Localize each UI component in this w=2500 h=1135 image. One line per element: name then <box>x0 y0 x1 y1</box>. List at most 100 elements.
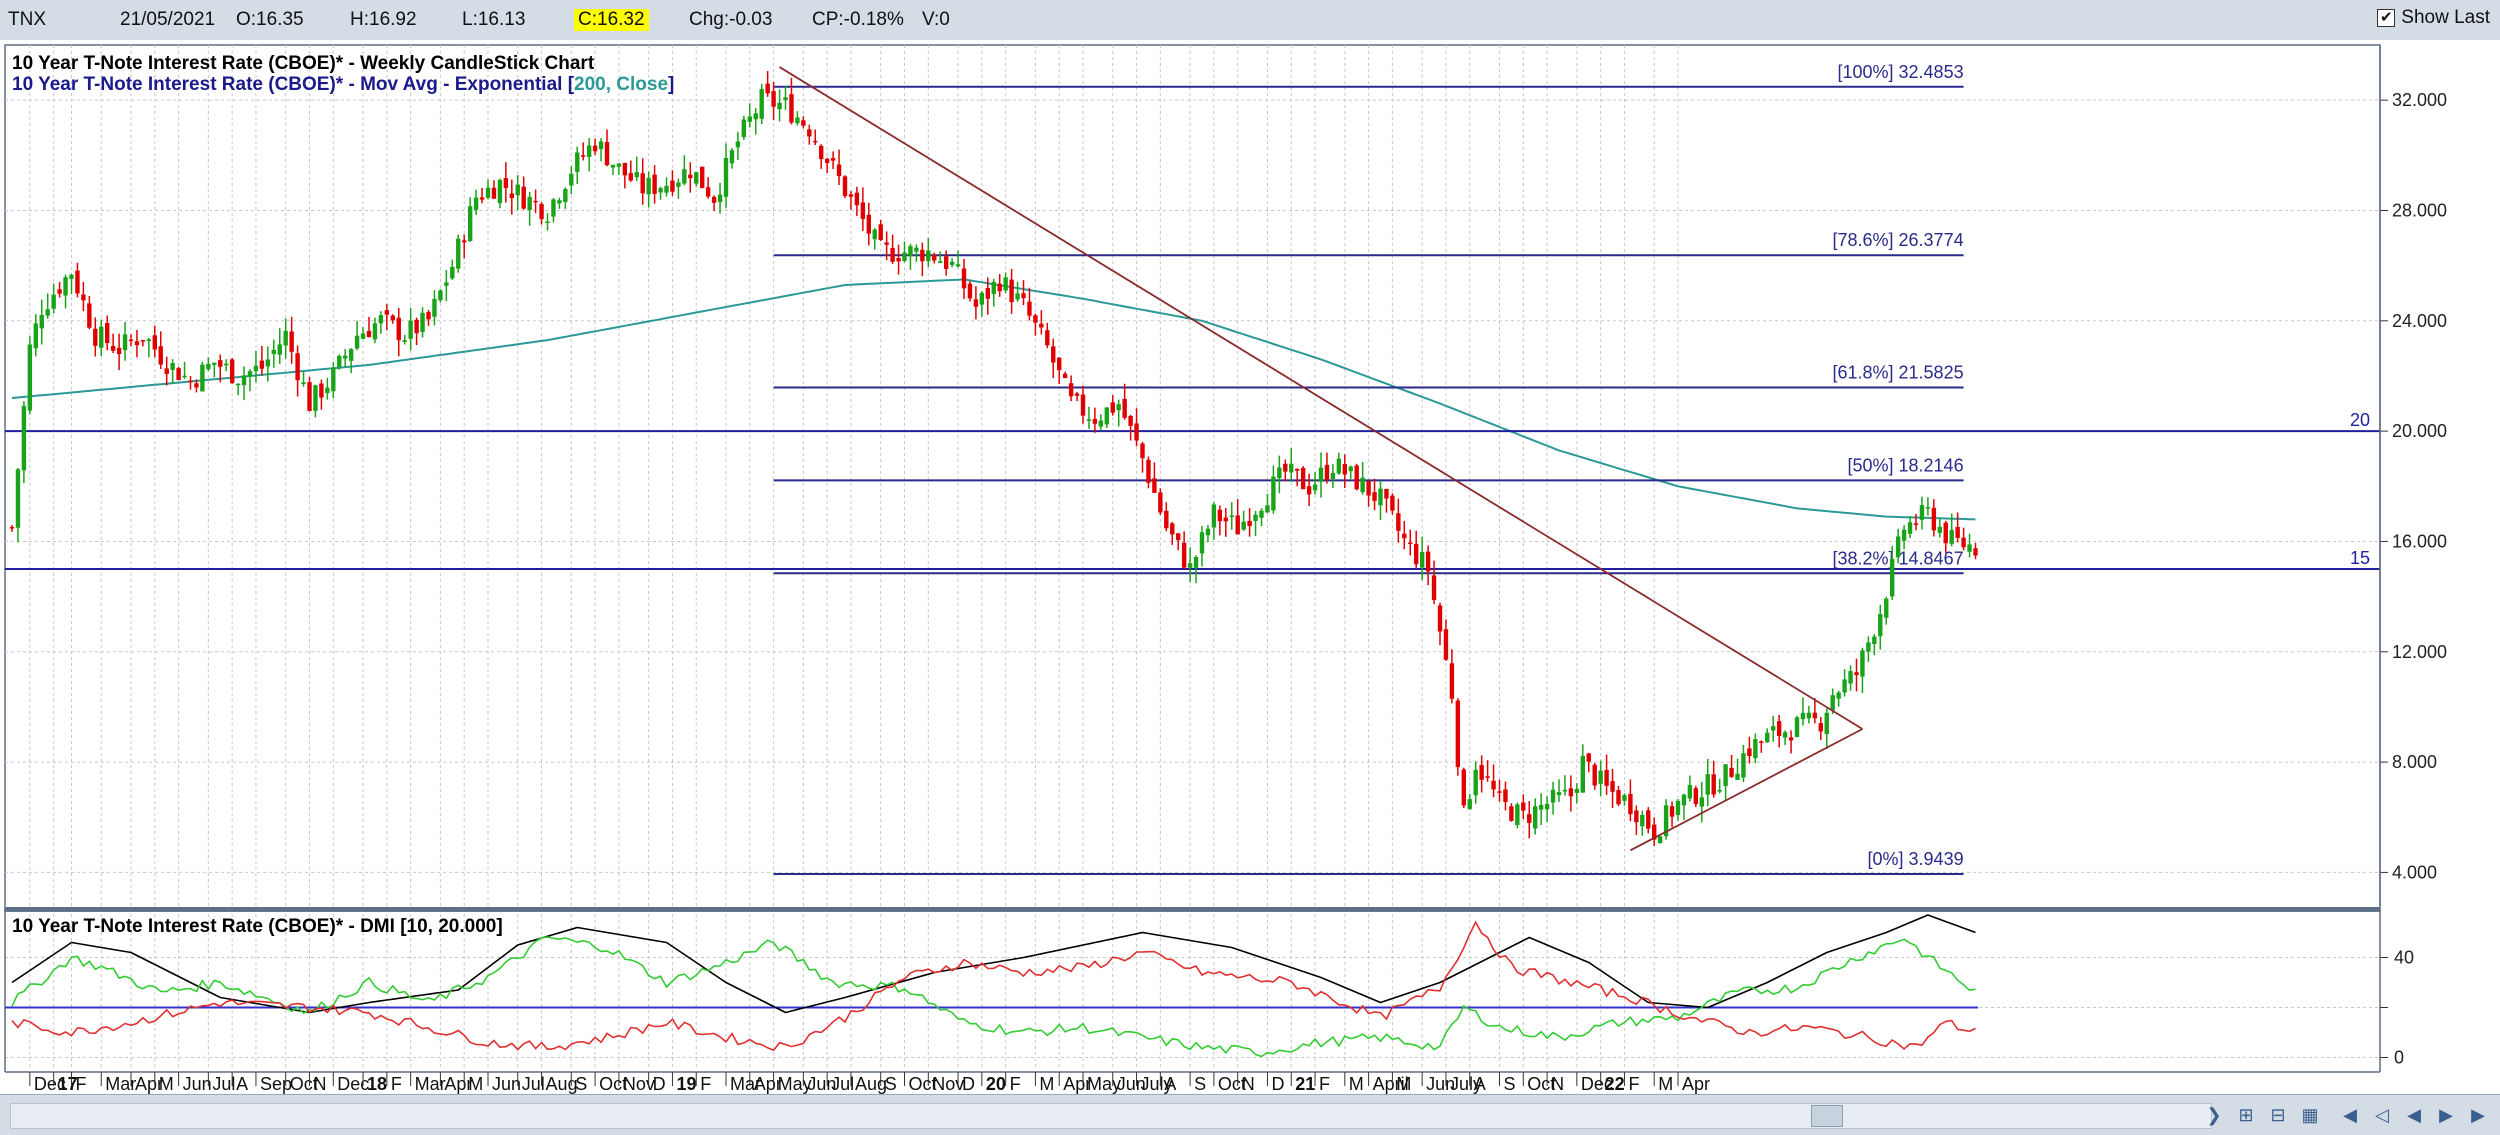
time-scrollbar[interactable] <box>10 1103 2212 1129</box>
candle-up <box>1830 695 1835 711</box>
candle-down <box>1164 510 1169 529</box>
candle-up <box>1419 552 1425 568</box>
price-tick-label: 20.000 <box>2392 421 2447 441</box>
time-tick-label: Nov <box>623 1074 655 1094</box>
scroll-right-icon[interactable]: ❯ <box>2206 1105 2222 1125</box>
candle-down <box>229 359 235 384</box>
candle-up <box>1515 804 1520 825</box>
candle-up <box>949 261 955 265</box>
candle-up <box>253 365 259 372</box>
zoom-out-icon[interactable]: ⊟ <box>2270 1105 2286 1125</box>
candle-up <box>313 385 318 411</box>
candle-down <box>1080 394 1086 416</box>
candle-down <box>878 224 883 241</box>
candle-down <box>1300 467 1306 490</box>
last-bar-icon[interactable]: ▶ <box>2471 1105 2485 1125</box>
show-last-toggle[interactable]: ✔ Show Last <box>2377 7 2490 29</box>
time-tick-label: F <box>1628 1074 1639 1094</box>
first-bar-icon[interactable]: ◀ <box>2343 1105 2357 1125</box>
horizontal-level-label: 20 <box>2350 410 2370 430</box>
candle-down <box>1217 509 1223 522</box>
time-tick-label: 22 <box>1605 1074 1625 1094</box>
candle-down <box>426 312 431 320</box>
candle-down <box>1943 522 1948 544</box>
candle-down <box>813 140 818 143</box>
candle-up <box>586 145 592 157</box>
time-tick-label: F <box>700 1074 711 1094</box>
candle-down <box>997 283 1002 292</box>
candle-down <box>134 341 140 346</box>
candle-down <box>1604 769 1609 786</box>
candle-up <box>21 405 27 471</box>
candle-up <box>1824 712 1829 735</box>
candle-up <box>325 387 330 394</box>
time-tick-label: F <box>1319 1074 1330 1094</box>
candle-up <box>1794 717 1800 737</box>
candle-down <box>218 360 223 367</box>
time-tick-label: F <box>76 1074 87 1094</box>
date-label: 21/05/2021 <box>120 9 216 30</box>
time-tick-label: M <box>468 1074 483 1094</box>
time-tick-label: July <box>1450 1074 1482 1094</box>
candle-up <box>1675 800 1681 815</box>
show-last-checkbox[interactable]: ✔ <box>2377 9 2396 27</box>
candle-down <box>943 256 949 269</box>
candle-down <box>1021 293 1026 299</box>
time-tick-label: M <box>159 1074 174 1094</box>
candle-up <box>1473 769 1478 796</box>
time-tick-label: 20 <box>986 1074 1006 1094</box>
candle-down <box>1027 301 1032 316</box>
candle-down <box>93 328 98 346</box>
next-bar-icon[interactable]: ▶ <box>2439 1105 2453 1125</box>
candle-down <box>491 187 497 199</box>
candle-up <box>402 340 407 342</box>
candle-down <box>1509 806 1514 821</box>
scrollbar-thumb[interactable] <box>1811 1105 1843 1127</box>
candle-down <box>289 331 294 352</box>
chart-area: [100%] 32.4853 [78.6%] 26.3774 [61.8%] 21.… <box>0 40 2500 1094</box>
candle-down <box>1146 459 1151 483</box>
candle-down <box>1170 523 1175 535</box>
candle-up <box>1836 692 1841 699</box>
time-tick-label: Jul <box>522 1074 545 1094</box>
candle-down <box>1366 480 1371 496</box>
candle-up <box>1705 774 1710 795</box>
candle-up <box>1556 792 1562 796</box>
candle-down <box>158 346 163 365</box>
chart-settings-icon[interactable]: ▦ <box>2301 1105 2319 1125</box>
time-tick-label: Apr <box>1063 1074 1091 1094</box>
candle-down <box>1110 402 1115 413</box>
candle-up <box>343 355 348 359</box>
candle-down <box>1669 806 1675 817</box>
candle-up <box>1771 726 1776 731</box>
prev-bar-icon[interactable]: ◀ <box>2407 1105 2421 1125</box>
zoom-in-icon[interactable]: ⊞ <box>2238 1105 2254 1125</box>
candle-down <box>1342 464 1347 475</box>
candle-up <box>1848 671 1853 684</box>
candle-up <box>1241 521 1246 530</box>
time-tick-label: 18 <box>367 1074 387 1094</box>
candle-up <box>1806 712 1812 719</box>
candle-down <box>1788 737 1794 741</box>
candle-down <box>1062 373 1068 378</box>
candle-down <box>1652 824 1657 840</box>
candle-down <box>890 247 895 262</box>
price-tick-label: 28.000 <box>2392 200 2447 220</box>
candle-up <box>557 200 562 204</box>
candle-up <box>955 264 961 267</box>
candle-up <box>1538 805 1544 810</box>
price-axis: 32.000 28.000 24.000 20.000 16.000 12.000 8.00… <box>2379 45 2447 906</box>
candle-up <box>1622 795 1627 801</box>
candle-up <box>795 117 800 124</box>
candle-up <box>741 119 747 138</box>
time-tick-label: Dec <box>1581 1074 1613 1094</box>
candle-up <box>170 363 175 370</box>
candle-up <box>372 323 378 340</box>
prev-page-icon[interactable]: ◁ <box>2375 1105 2389 1125</box>
candle-down <box>932 254 937 261</box>
candle-up <box>1211 504 1217 528</box>
time-tick-label: S <box>575 1074 587 1094</box>
candle-up <box>569 173 574 186</box>
candle-up <box>301 382 306 385</box>
candle-up <box>485 187 491 198</box>
